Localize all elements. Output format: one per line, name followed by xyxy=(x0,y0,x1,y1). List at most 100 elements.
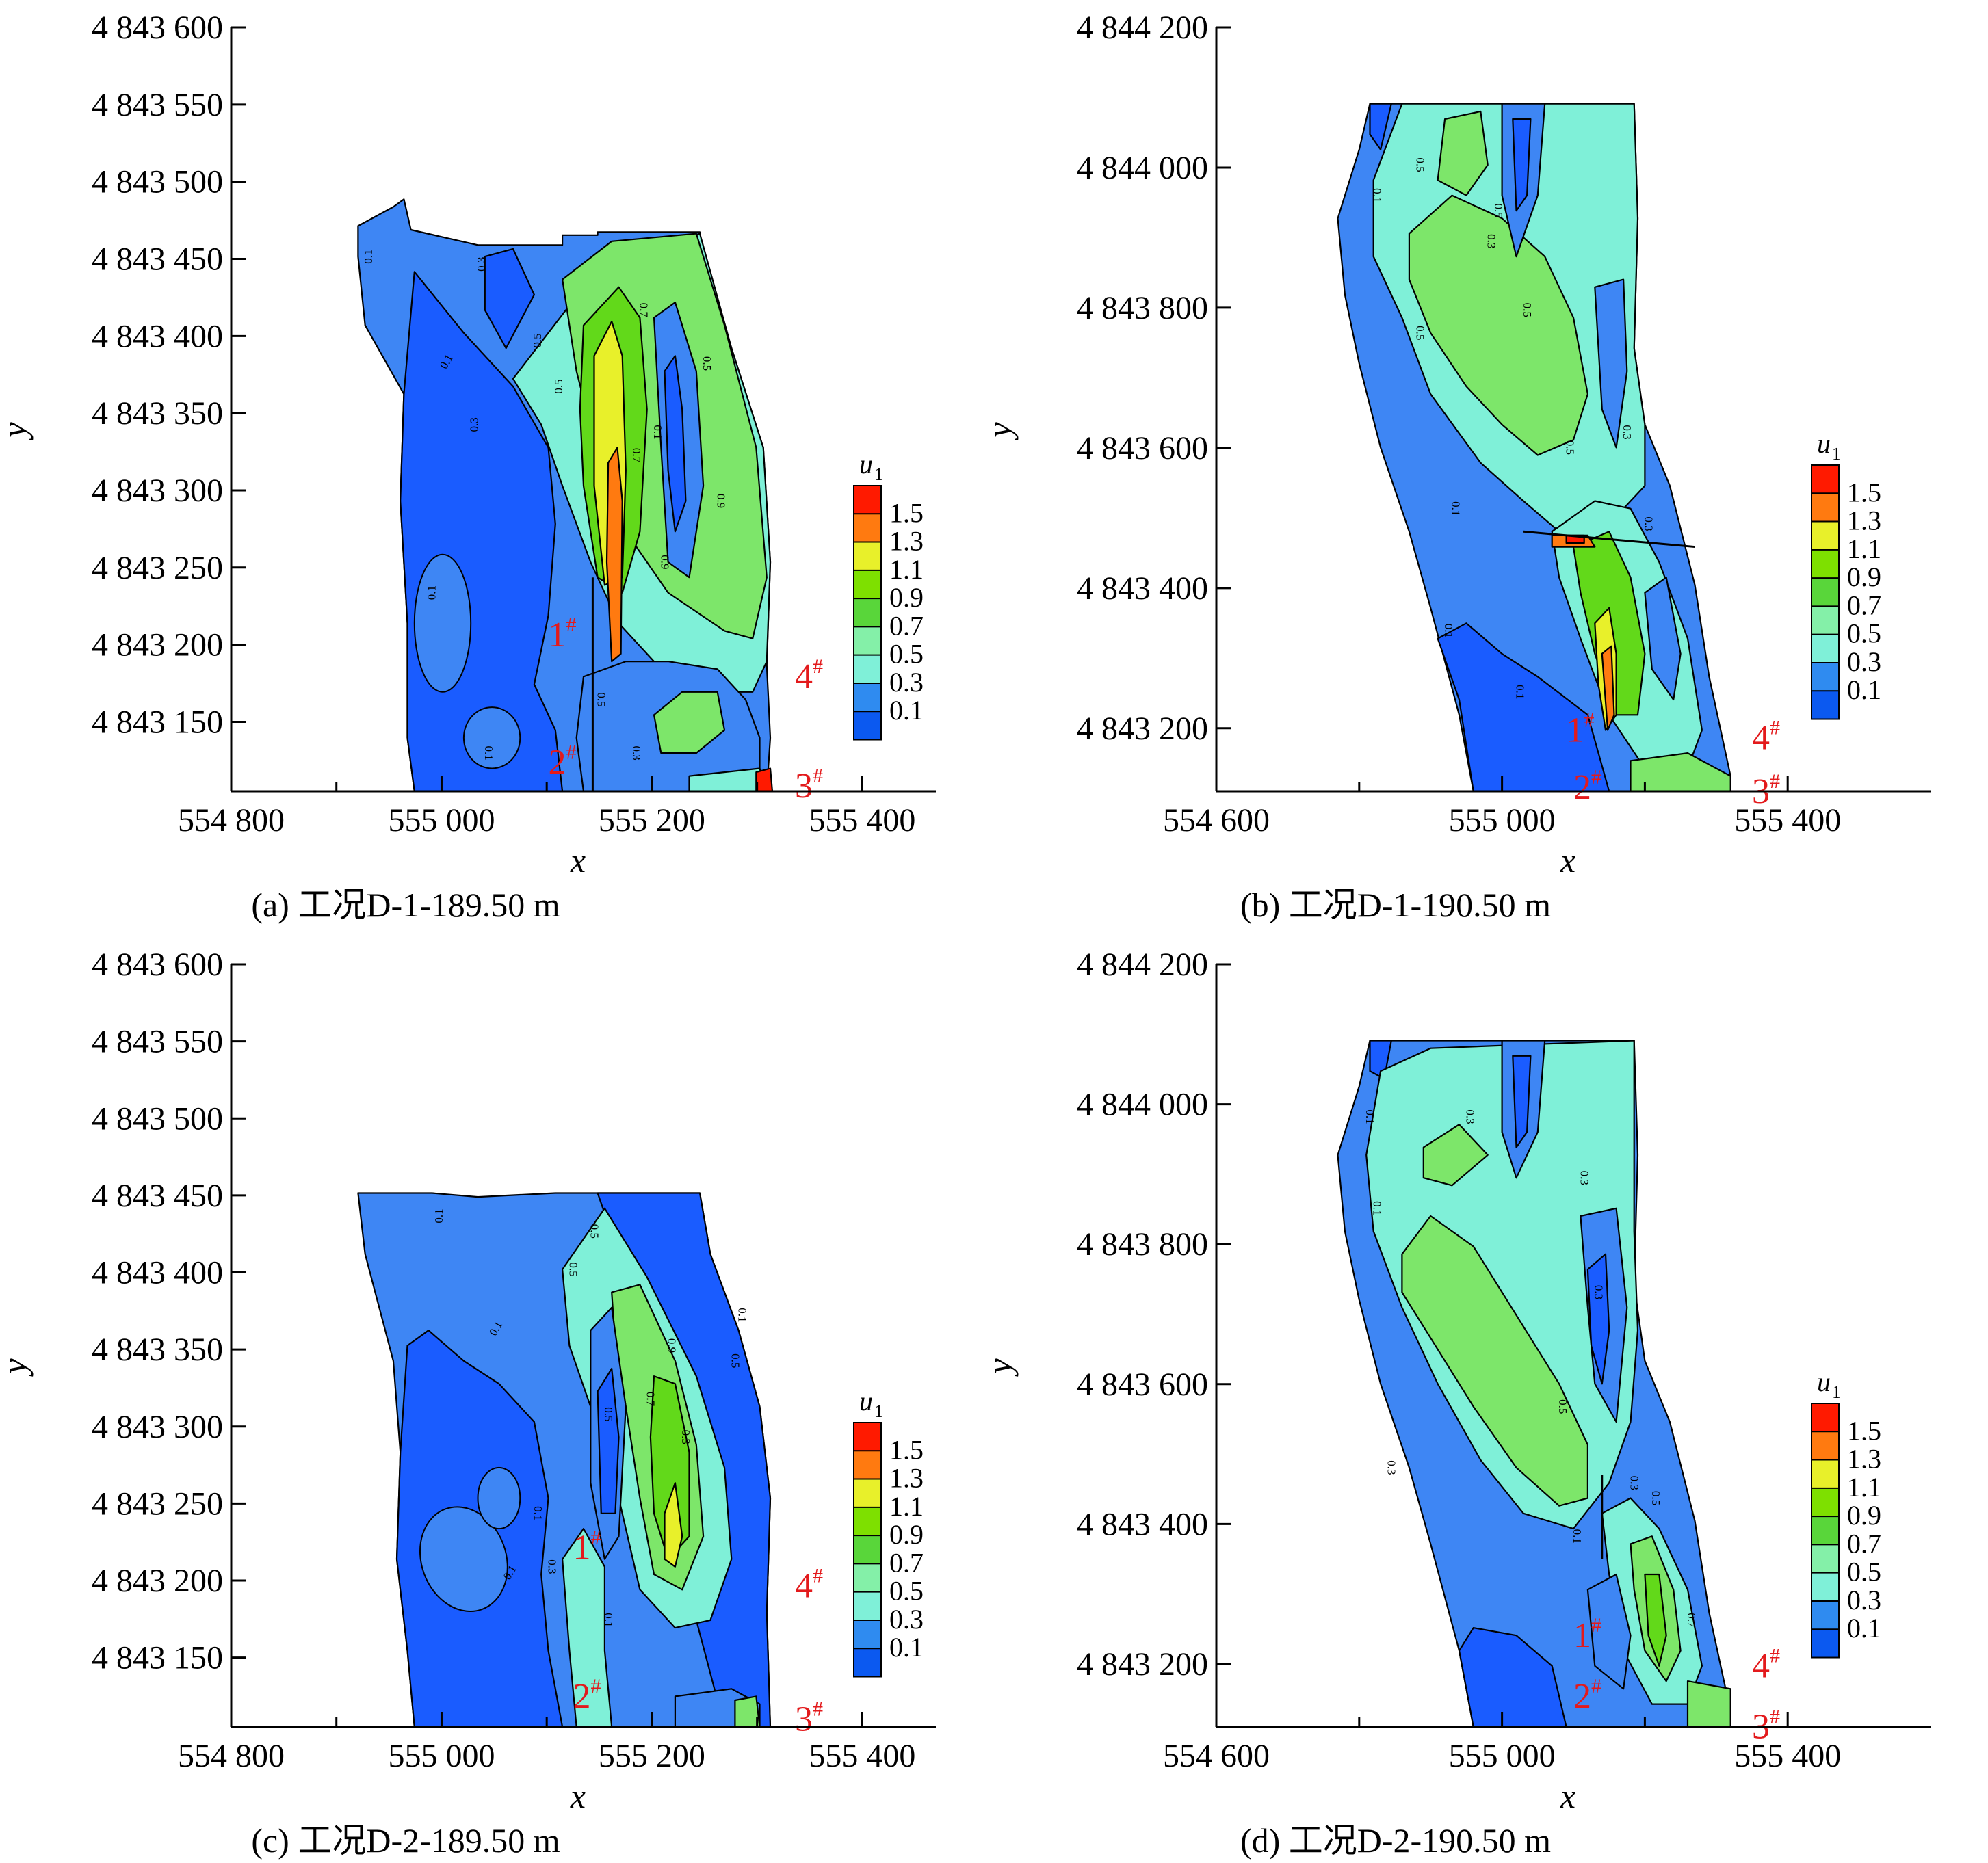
contour-label: 0.3 xyxy=(1485,234,1498,248)
contour-label: 0.7 xyxy=(630,448,643,463)
colorbar-level-label: 1.5 xyxy=(889,497,924,528)
colorbar-cell xyxy=(854,1648,881,1677)
colorbar-cell xyxy=(1812,549,1839,579)
colorbar-cell xyxy=(854,598,881,627)
contour-label: 0.1 xyxy=(1571,1529,1584,1544)
y-tick-label: 4 844 000 xyxy=(1077,1087,1208,1123)
station-label-sup: # xyxy=(1584,709,1595,731)
panel-caption: (a) 工况D-1-189.50 m xyxy=(251,886,560,924)
colorbar-title: u xyxy=(1817,1366,1831,1397)
colorbar-level-label: 0.9 xyxy=(889,1519,924,1550)
y-tick-label: 4 843 400 xyxy=(92,1255,223,1291)
region-0-3-blob2 xyxy=(477,1466,521,1530)
contour-label: 0.9 xyxy=(715,494,728,508)
y-tick-label: 4 843 150 xyxy=(92,704,223,740)
region-0-1 xyxy=(1437,622,1610,793)
station-label-sup: # xyxy=(1591,766,1601,789)
y-tick-label: 4 844 200 xyxy=(1077,10,1208,46)
colorbar-level-label: 1.3 xyxy=(1847,1444,1881,1475)
station-label-sup: # xyxy=(566,613,577,636)
contour-label: 0.1 xyxy=(426,585,439,600)
y-tick-label: 4 843 200 xyxy=(1077,1646,1208,1682)
colorbar-cell xyxy=(854,655,881,683)
contour-label: 0.5 xyxy=(1521,303,1534,317)
colorbar-level-label: 1.3 xyxy=(889,1463,924,1494)
contour-label: 0.5 xyxy=(1492,203,1505,217)
colorbar-level-label: 0.3 xyxy=(889,667,924,698)
y-tick-label: 4 843 550 xyxy=(92,87,223,123)
colorbar-level-label: 0.3 xyxy=(889,1604,924,1635)
structure-line xyxy=(1523,530,1695,549)
colorbar-level-label: 0.1 xyxy=(1847,674,1881,705)
region-0-7-lower xyxy=(653,691,726,754)
colorbar-level-label: 1.5 xyxy=(1847,477,1881,507)
x-tick-label: 554 600 xyxy=(1163,802,1270,838)
contour-label: 0.5 xyxy=(595,692,608,706)
colorbar-level-label: 1.1 xyxy=(889,554,924,585)
y-tick-label: 4 843 250 xyxy=(92,550,223,586)
contour-label: 0.1 xyxy=(362,249,375,263)
contour-label: 0.9 xyxy=(666,1338,679,1353)
region-0-3-blob2 xyxy=(462,706,521,769)
contour-label: 0.3 xyxy=(630,746,643,761)
contour-label: 0.1 xyxy=(482,746,495,761)
colorbar-level-label: 1.5 xyxy=(889,1434,924,1465)
x-tick-label: 555 000 xyxy=(1449,802,1556,838)
colorbar-level-label: 0.5 xyxy=(889,1576,924,1607)
y-axis-label: y xyxy=(0,422,34,441)
contour-label: 0.3 xyxy=(1592,1285,1605,1299)
colorbar-cell xyxy=(854,542,881,570)
colorbar-cell xyxy=(1812,1403,1839,1432)
contour-label: 0.5 xyxy=(566,1262,579,1276)
colorbar-level-label: 0.5 xyxy=(1847,618,1881,649)
station-label-4: 4# xyxy=(795,1564,823,1605)
x-tick-label: 554 800 xyxy=(178,1738,285,1774)
colorbar-level-label: 0.5 xyxy=(889,639,924,670)
contour-label: 0.5 xyxy=(531,333,544,347)
y-tick-label: 4 843 200 xyxy=(92,1563,223,1599)
region-0-1-channel xyxy=(1512,1055,1532,1148)
station-label-4: 4# xyxy=(795,655,823,696)
colorbar-level-label: 0.5 xyxy=(1847,1557,1881,1587)
colorbar-cell xyxy=(1812,1431,1839,1460)
colorbar-level-label: 1.1 xyxy=(889,1491,924,1522)
region-0-1-east xyxy=(1586,1253,1610,1385)
y-tick-label: 4 844 200 xyxy=(1077,947,1208,983)
region-0-7-bottom xyxy=(734,1695,761,1728)
y-tick-label: 4 843 450 xyxy=(92,1178,223,1214)
colorbar-b: u 1 1.51.31.10.90.70.50.30.1 xyxy=(1811,428,1881,720)
y-tick-label: 4 843 350 xyxy=(92,1332,223,1368)
contour-label: 0.5 xyxy=(729,1353,742,1368)
contour-label: 0.5 xyxy=(701,356,714,371)
station-label-2: 2# xyxy=(1573,1675,1601,1716)
colorbar-cell xyxy=(1812,1629,1839,1658)
colorbar-title: u xyxy=(1817,428,1831,459)
colorbar-a: u 1 1.51.31.10.90.70.50.30.1 xyxy=(853,449,924,741)
colorbar-cell xyxy=(854,1620,881,1649)
colorbar-cell xyxy=(1812,521,1839,550)
colorbar-cell xyxy=(1812,606,1839,635)
x-tick-label: 555 400 xyxy=(1734,802,1841,838)
station-label-3: 3# xyxy=(795,765,823,806)
panel-d: 4 844 200 4 844 000 4 843 800 4 843 600 4 84… xyxy=(980,947,1931,1860)
colorbar-cell xyxy=(1812,465,1839,494)
region-0-9-lower xyxy=(1644,1573,1667,1667)
colorbar-cell xyxy=(1812,1544,1839,1573)
y-tick-label: 4 843 250 xyxy=(92,1485,223,1522)
y-tick-label: 4 843 400 xyxy=(92,318,223,354)
contour-label: 0.1 xyxy=(1371,1201,1384,1215)
y-tick-label: 4 843 450 xyxy=(92,241,223,277)
y-tick-label: 4 843 600 xyxy=(92,947,223,983)
region-0-7 xyxy=(1401,1215,1588,1507)
colorbar-level-label: 1.1 xyxy=(1847,1472,1881,1503)
colorbar-cell xyxy=(1812,691,1839,719)
y-tick-label: 4 843 200 xyxy=(1077,711,1208,747)
y-axis-label: y xyxy=(0,1358,34,1377)
y-tick-label: 4 843 400 xyxy=(1077,1506,1208,1542)
region-0-1-upper xyxy=(484,248,536,349)
contour-label: 0.1 xyxy=(1450,501,1463,516)
colorbar-cell xyxy=(854,1451,881,1479)
region-0-7-patch xyxy=(1422,1124,1489,1187)
region-0-1-inner xyxy=(597,1367,620,1514)
